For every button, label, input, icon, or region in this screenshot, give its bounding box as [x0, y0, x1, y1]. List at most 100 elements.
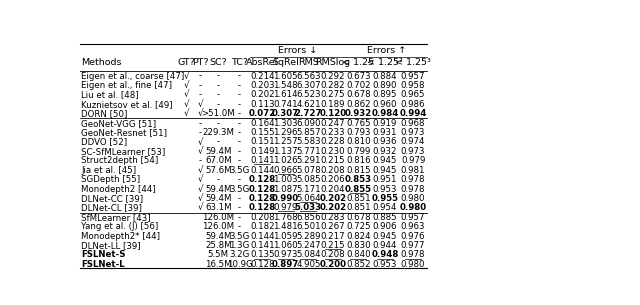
Text: -: -: [238, 213, 241, 222]
Text: 5.033: 5.033: [295, 203, 322, 212]
Text: -: -: [199, 72, 202, 81]
Text: 0.283: 0.283: [321, 213, 345, 222]
Text: 4.905: 4.905: [296, 260, 321, 269]
Text: SC-SfMLearner [53]: SC-SfMLearner [53]: [81, 147, 165, 156]
Text: DLNet-CC [39]: DLNet-CC [39]: [81, 194, 143, 203]
Text: 1.768: 1.768: [273, 213, 298, 222]
Text: 0.984: 0.984: [371, 109, 399, 118]
Text: 0.855: 0.855: [345, 185, 372, 194]
Text: 0.945: 0.945: [372, 231, 397, 241]
Text: √: √: [198, 138, 204, 146]
Text: >51.0M: >51.0M: [202, 109, 236, 118]
Text: Jia et al. [45]: Jia et al. [45]: [81, 166, 136, 175]
Text: 0.741: 0.741: [273, 100, 298, 109]
Text: √: √: [198, 175, 204, 184]
Text: 5.171: 5.171: [296, 185, 321, 194]
Text: -: -: [217, 81, 220, 90]
Text: -: -: [238, 138, 241, 146]
Text: √: √: [198, 194, 204, 203]
Text: 1.296: 1.296: [273, 128, 298, 137]
Text: 0.678: 0.678: [346, 213, 371, 222]
Text: 1.303: 1.303: [273, 119, 298, 128]
Text: DLNet-CL [39]: DLNet-CL [39]: [81, 203, 142, 212]
Text: 0.282: 0.282: [321, 81, 345, 90]
Text: 0.994: 0.994: [399, 109, 427, 118]
Text: 1.087: 1.087: [273, 185, 298, 194]
Text: SqRel: SqRel: [272, 58, 299, 67]
Text: Eigen et al., fine [47]: Eigen et al., fine [47]: [81, 81, 172, 90]
Text: 16.5M: 16.5M: [205, 260, 232, 269]
Text: 0.965: 0.965: [401, 90, 426, 99]
Text: 6.523: 6.523: [296, 90, 321, 99]
Text: RMS: RMS: [298, 58, 319, 67]
Text: 0.963: 0.963: [401, 222, 426, 231]
Text: 1.614: 1.614: [273, 90, 298, 99]
Text: 229.3M: 229.3M: [202, 128, 234, 137]
Text: 0.953: 0.953: [372, 185, 397, 194]
Text: 1.003: 1.003: [273, 175, 298, 184]
Text: 0.151: 0.151: [250, 138, 275, 146]
Text: 0.204: 0.204: [321, 185, 345, 194]
Text: 0.725: 0.725: [346, 222, 371, 231]
Text: 0.793: 0.793: [346, 128, 371, 137]
Text: -: -: [199, 128, 202, 137]
Text: 0.980: 0.980: [401, 260, 426, 269]
Text: Kuznietsov et al. [49]: Kuznietsov et al. [49]: [81, 100, 173, 109]
Text: 0.189: 0.189: [321, 100, 345, 109]
Text: 0.203: 0.203: [250, 81, 275, 90]
Text: 0.977: 0.977: [401, 241, 426, 250]
Text: √: √: [184, 72, 189, 81]
Text: 6.563: 6.563: [296, 72, 321, 81]
Text: 0.830: 0.830: [346, 241, 371, 250]
Text: 0.885: 0.885: [372, 213, 397, 222]
Text: 0.960: 0.960: [372, 100, 397, 109]
Text: 0.932: 0.932: [344, 109, 372, 118]
Text: GeoNet-VGG [51]: GeoNet-VGG [51]: [81, 119, 156, 128]
Text: 0.981: 0.981: [401, 166, 426, 175]
Text: 0.292: 0.292: [321, 72, 345, 81]
Text: 0.678: 0.678: [346, 90, 371, 99]
Text: 0.182: 0.182: [250, 222, 275, 231]
Text: Errors ↓: Errors ↓: [278, 46, 317, 56]
Text: 0.208: 0.208: [321, 250, 345, 260]
Text: 126.0M: 126.0M: [202, 222, 234, 231]
Text: 0.275: 0.275: [321, 90, 345, 99]
Text: 0.974: 0.974: [401, 138, 426, 146]
Text: -: -: [238, 100, 241, 109]
Text: 0.702: 0.702: [346, 81, 371, 90]
Text: 0.986: 0.986: [401, 100, 426, 109]
Text: 0.936: 0.936: [372, 138, 397, 146]
Text: 0.973: 0.973: [401, 128, 426, 137]
Text: -: -: [238, 119, 241, 128]
Text: -: -: [217, 119, 220, 128]
Text: 0.884: 0.884: [372, 72, 397, 81]
Text: AbsRel: AbsRel: [246, 58, 278, 67]
Text: SfMLearner [43]: SfMLearner [43]: [81, 213, 150, 222]
Text: 59.4M: 59.4M: [205, 147, 232, 156]
Text: 0.890: 0.890: [372, 81, 397, 90]
Text: 4.621: 4.621: [296, 100, 321, 109]
Text: 0.202: 0.202: [250, 90, 275, 99]
Text: 0.851: 0.851: [346, 203, 371, 212]
Text: GeoNet-Resnet [51]: GeoNet-Resnet [51]: [81, 128, 167, 137]
Text: 0.980: 0.980: [399, 203, 427, 212]
Text: PT?: PT?: [192, 58, 209, 67]
Text: 5.085: 5.085: [296, 175, 321, 184]
Text: < 1.25²: < 1.25²: [367, 58, 403, 67]
Text: 0.957: 0.957: [401, 213, 426, 222]
Text: 0.208: 0.208: [250, 213, 275, 222]
Text: 0.233: 0.233: [321, 128, 345, 137]
Text: Methods: Methods: [81, 58, 122, 67]
Text: 0.951: 0.951: [372, 175, 397, 184]
Text: GT?: GT?: [177, 58, 195, 67]
Text: 0.978: 0.978: [401, 250, 426, 260]
Text: Errors ↑: Errors ↑: [367, 46, 406, 56]
Text: 0.895: 0.895: [372, 90, 397, 99]
Text: 0.202: 0.202: [319, 203, 346, 212]
Text: 0.128: 0.128: [249, 194, 276, 203]
Text: 0.980: 0.980: [401, 194, 426, 203]
Text: Yang et al. (J) [56]: Yang et al. (J) [56]: [81, 222, 158, 231]
Text: 6.856: 6.856: [296, 213, 321, 222]
Text: 2.727: 2.727: [294, 109, 322, 118]
Text: 0.208: 0.208: [321, 166, 345, 175]
